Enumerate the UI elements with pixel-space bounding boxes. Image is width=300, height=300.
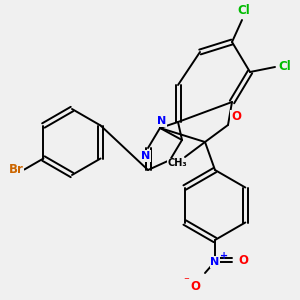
Text: ⁻: ⁻	[183, 276, 189, 286]
Text: O: O	[231, 110, 241, 124]
Text: Br: Br	[9, 163, 24, 176]
Text: +: +	[220, 251, 228, 261]
Text: N: N	[210, 257, 220, 267]
Text: O: O	[238, 254, 248, 266]
Text: Cl: Cl	[238, 4, 250, 16]
Text: O: O	[190, 280, 200, 292]
Text: CH₃: CH₃	[167, 158, 187, 168]
Text: N: N	[158, 116, 166, 126]
Text: Cl: Cl	[279, 61, 291, 74]
Text: N: N	[141, 151, 151, 161]
